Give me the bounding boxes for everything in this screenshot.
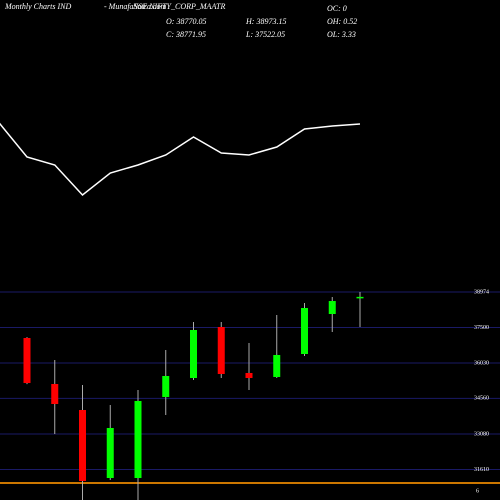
info-low: L: 37522.05 — [245, 30, 285, 39]
candle-body — [51, 384, 59, 404]
candle-body — [162, 376, 170, 397]
baseline-label: 6 — [476, 488, 479, 494]
candle-body — [79, 410, 86, 482]
candle-body — [134, 400, 142, 478]
info-value: 38973.15 — [255, 17, 286, 26]
candle-body — [190, 330, 197, 378]
info-label: O: — [166, 17, 175, 26]
candle-body — [217, 327, 225, 374]
y-tick-label: 33080 — [474, 431, 489, 437]
candle-body — [106, 428, 114, 478]
info-label: C: — [166, 30, 174, 39]
info-value: 0.52 — [343, 17, 357, 26]
candle-body — [23, 338, 31, 384]
chart-title: Monthly Charts IND — [4, 2, 71, 11]
info-value: 38770.05 — [175, 17, 206, 26]
candle-body — [273, 354, 281, 377]
y-tick-label: 34560 — [474, 396, 489, 402]
info-label: OC: — [327, 4, 341, 13]
y-tick-label: 37500 — [474, 325, 489, 331]
y-tick-label: 31610 — [474, 467, 489, 473]
y-tick-label: 36030 — [474, 360, 489, 366]
info-stat: OC: 0 — [327, 4, 347, 13]
indicator-line — [0, 122, 361, 197]
source: - MunafaSutra.com — [104, 2, 166, 11]
info-label: OH: — [327, 17, 342, 26]
candle-body — [301, 308, 308, 354]
info-stat: OL: 3.33 — [327, 30, 356, 39]
symbol: NSE NIFTY_CORP_MAATR — [132, 2, 225, 11]
candle-body — [328, 301, 336, 314]
info-high: H: 38973.15 — [245, 17, 286, 26]
info-value: 3.33 — [341, 30, 356, 39]
info-label: L: — [245, 30, 253, 39]
info-value: 38771.95 — [175, 30, 206, 39]
y-tick-label: 38974 — [474, 289, 489, 295]
info-value: 0 — [343, 4, 347, 13]
candle-body — [356, 296, 364, 299]
info-stat: OH: 0.52 — [327, 17, 357, 26]
info-label: H: — [245, 17, 255, 26]
candle-body — [245, 372, 253, 378]
info-value: 37522.05 — [254, 30, 285, 39]
info-open: O: 38770.05 — [166, 17, 206, 26]
info-close: C: 38771.95 — [166, 30, 206, 39]
info-label: OL: — [327, 30, 340, 39]
